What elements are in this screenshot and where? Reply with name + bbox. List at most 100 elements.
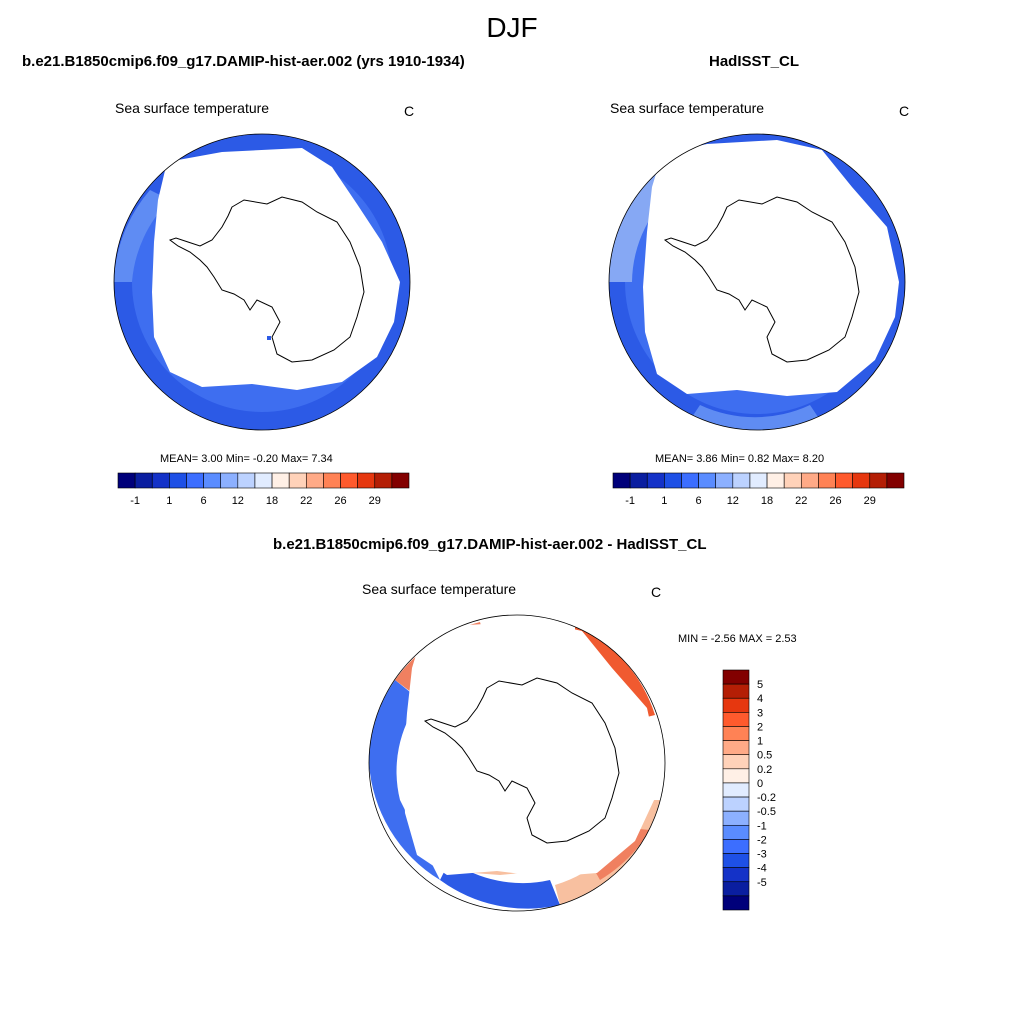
panel3-colorbar-swatch <box>722 669 750 685</box>
panel1-colorbar-swatch <box>374 472 393 489</box>
panel1-colorbar-swatch <box>117 472 136 489</box>
panel3-colorbar-tick-label: 0.2 <box>757 764 772 776</box>
panel3-colorbar-swatch <box>722 754 750 770</box>
panel1-colorbar-tick-label: 12 <box>232 495 244 507</box>
panel2-colorbar-swatch <box>732 472 751 489</box>
panel3-colorbar-tick-label: 1 <box>757 736 763 748</box>
panel1-colorbar-swatch <box>357 472 376 489</box>
panel1-colorbar-tick-label: 22 <box>300 495 312 507</box>
panel2-map <box>608 133 906 431</box>
panel1-colorbar-swatch <box>220 472 239 489</box>
panel2-colorbar-tick-label: 1 <box>661 495 667 507</box>
panel3-colorbar-swatch <box>722 712 750 727</box>
panel3-colorbar-swatch <box>722 697 750 713</box>
panel3-variable-label: Sea surface temperature <box>362 581 517 597</box>
panel2-colorbar-swatch <box>646 472 665 489</box>
panel2-stats: MEAN= 3.86 Min= 0.82 Max= 8.20 <box>655 453 825 465</box>
panel2-units-label: C <box>899 103 910 119</box>
panel1-colorbar-swatch <box>288 472 307 489</box>
panel3-colorbar-swatch <box>722 895 750 911</box>
panel3-stats: MIN = -2.56 MAX = 2.53 <box>678 633 797 645</box>
panel2-colorbar-swatch <box>766 472 785 489</box>
panel2-colorbar-swatch <box>681 472 699 489</box>
panel1-colorbar-swatch <box>203 472 222 489</box>
panel1-colorbar-swatch <box>254 472 273 489</box>
panel1-colorbar-swatch <box>186 472 204 489</box>
panel3-colorbar-tick-label: -0.2 <box>757 792 776 804</box>
panel1-colorbar-tick-label: 29 <box>369 495 381 507</box>
panel2-colorbar-tick-label: 26 <box>829 495 841 507</box>
panel3-colorbar-swatch <box>722 796 750 812</box>
main-title: DJF <box>486 12 538 43</box>
panel3-colorbar-tick-label: -2 <box>757 834 767 846</box>
panel3-colorbar-tick-label: -0.5 <box>757 806 776 818</box>
panel2-colorbar-tick-label: 18 <box>761 495 773 507</box>
panel3-colorbar-tick-label: 0.5 <box>757 750 772 762</box>
panel3-colorbar-swatch <box>722 881 750 897</box>
panel1-colorbar: -1 1 6 12 18 22 26 29 <box>117 472 410 507</box>
panel2-colorbar-swatch <box>629 472 648 489</box>
panel2-colorbar: -1 1 6 12 18 22 26 29 <box>612 472 905 507</box>
panel2-title: HadISST_CL <box>709 53 800 70</box>
panel2-colorbar-swatch <box>612 472 631 489</box>
panel1-colorbar-tick-label: 18 <box>266 495 278 507</box>
panel3-colorbar-swatch <box>722 726 750 741</box>
panel3-title: b.e21.B1850cmip6.f09_g17.DAMIP-hist-aer.… <box>273 536 707 553</box>
panel2-colorbar-tick-label: -1 <box>625 495 635 507</box>
panel1-colorbar-swatch <box>169 472 187 489</box>
panel1-colorbar-tick-label: -1 <box>130 495 140 507</box>
panel2-colorbar-swatch <box>869 472 888 489</box>
panel2-colorbar-tick-label: 22 <box>795 495 807 507</box>
panel2-colorbar-swatch <box>800 472 819 489</box>
panel1-colorbar-swatch <box>305 472 324 489</box>
panel3-colorbar-swatch <box>722 683 750 699</box>
panel1-colorbar-tick-label: 26 <box>334 495 346 507</box>
panel3-colorbar-tick-label: -4 <box>757 863 767 875</box>
panel2-colorbar-tick-label: 6 <box>696 495 702 507</box>
panel3-colorbar-tick-label: 4 <box>757 693 763 705</box>
panel3-colorbar-swatch <box>722 740 750 756</box>
panel1-stats: MEAN= 3.00 Min= -0.20 Max= 7.34 <box>160 453 333 465</box>
panel1-units-label: C <box>404 103 415 119</box>
panel2-colorbar-swatch <box>835 472 853 489</box>
panel2-colorbar-swatch <box>818 472 836 489</box>
panel3-colorbar-swatch <box>722 768 750 784</box>
panel2-colorbar-swatch <box>715 472 734 489</box>
panel3-colorbar-swatch <box>722 782 750 798</box>
panel1-colorbar-tick-label: 1 <box>166 495 172 507</box>
panel3-colorbar-tick-label: -3 <box>757 849 767 861</box>
panel3-colorbar-tick-label: 5 <box>757 679 763 691</box>
panel1-colorbar-swatch <box>323 472 341 489</box>
panel3-colorbar-tick-label: 2 <box>757 721 763 733</box>
panel1-variable-label: Sea surface temperature <box>115 100 270 116</box>
panel2-colorbar-swatch <box>749 472 768 489</box>
panel3-colorbar-swatch <box>722 853 750 868</box>
panel1-colorbar-swatch <box>237 472 256 489</box>
panel3-map <box>368 614 666 912</box>
panel3-colorbar-swatch <box>722 810 750 826</box>
panel2-colorbar-swatch <box>886 472 905 489</box>
panel3-colorbar-tick-label: -5 <box>757 877 767 889</box>
panel1-colorbar-swatch <box>340 472 358 489</box>
panel1-map <box>113 133 411 431</box>
panel2-colorbar-tick-label: 29 <box>864 495 876 507</box>
panel3-units-label: C <box>651 584 662 600</box>
panel1-title: b.e21.B1850cmip6.f09_g17.DAMIP-hist-aer.… <box>22 53 465 70</box>
panel1-colorbar-tick-label: 6 <box>201 495 207 507</box>
panel3-colorbar-tick-label: 0 <box>757 778 763 790</box>
panel3-colorbar-swatch <box>722 824 750 840</box>
panel1-colorbar-swatch <box>271 472 290 489</box>
panel2-colorbar-swatch <box>852 472 871 489</box>
panel2-colorbar-swatch <box>698 472 717 489</box>
panel2-colorbar-swatch <box>664 472 682 489</box>
panel2-colorbar-tick-label: 12 <box>727 495 739 507</box>
panel3-colorbar-tick-label: 3 <box>757 707 763 719</box>
panel1-colorbar-swatch <box>134 472 153 489</box>
panel3-colorbar-tick-label: -1 <box>757 820 767 832</box>
panel2-colorbar-swatch <box>783 472 802 489</box>
panel3-colorbar-swatch <box>722 867 750 883</box>
panel2-variable-label: Sea surface temperature <box>610 100 765 116</box>
panel1-colorbar-swatch <box>151 472 170 489</box>
panel1-colorbar-swatch <box>391 472 410 489</box>
